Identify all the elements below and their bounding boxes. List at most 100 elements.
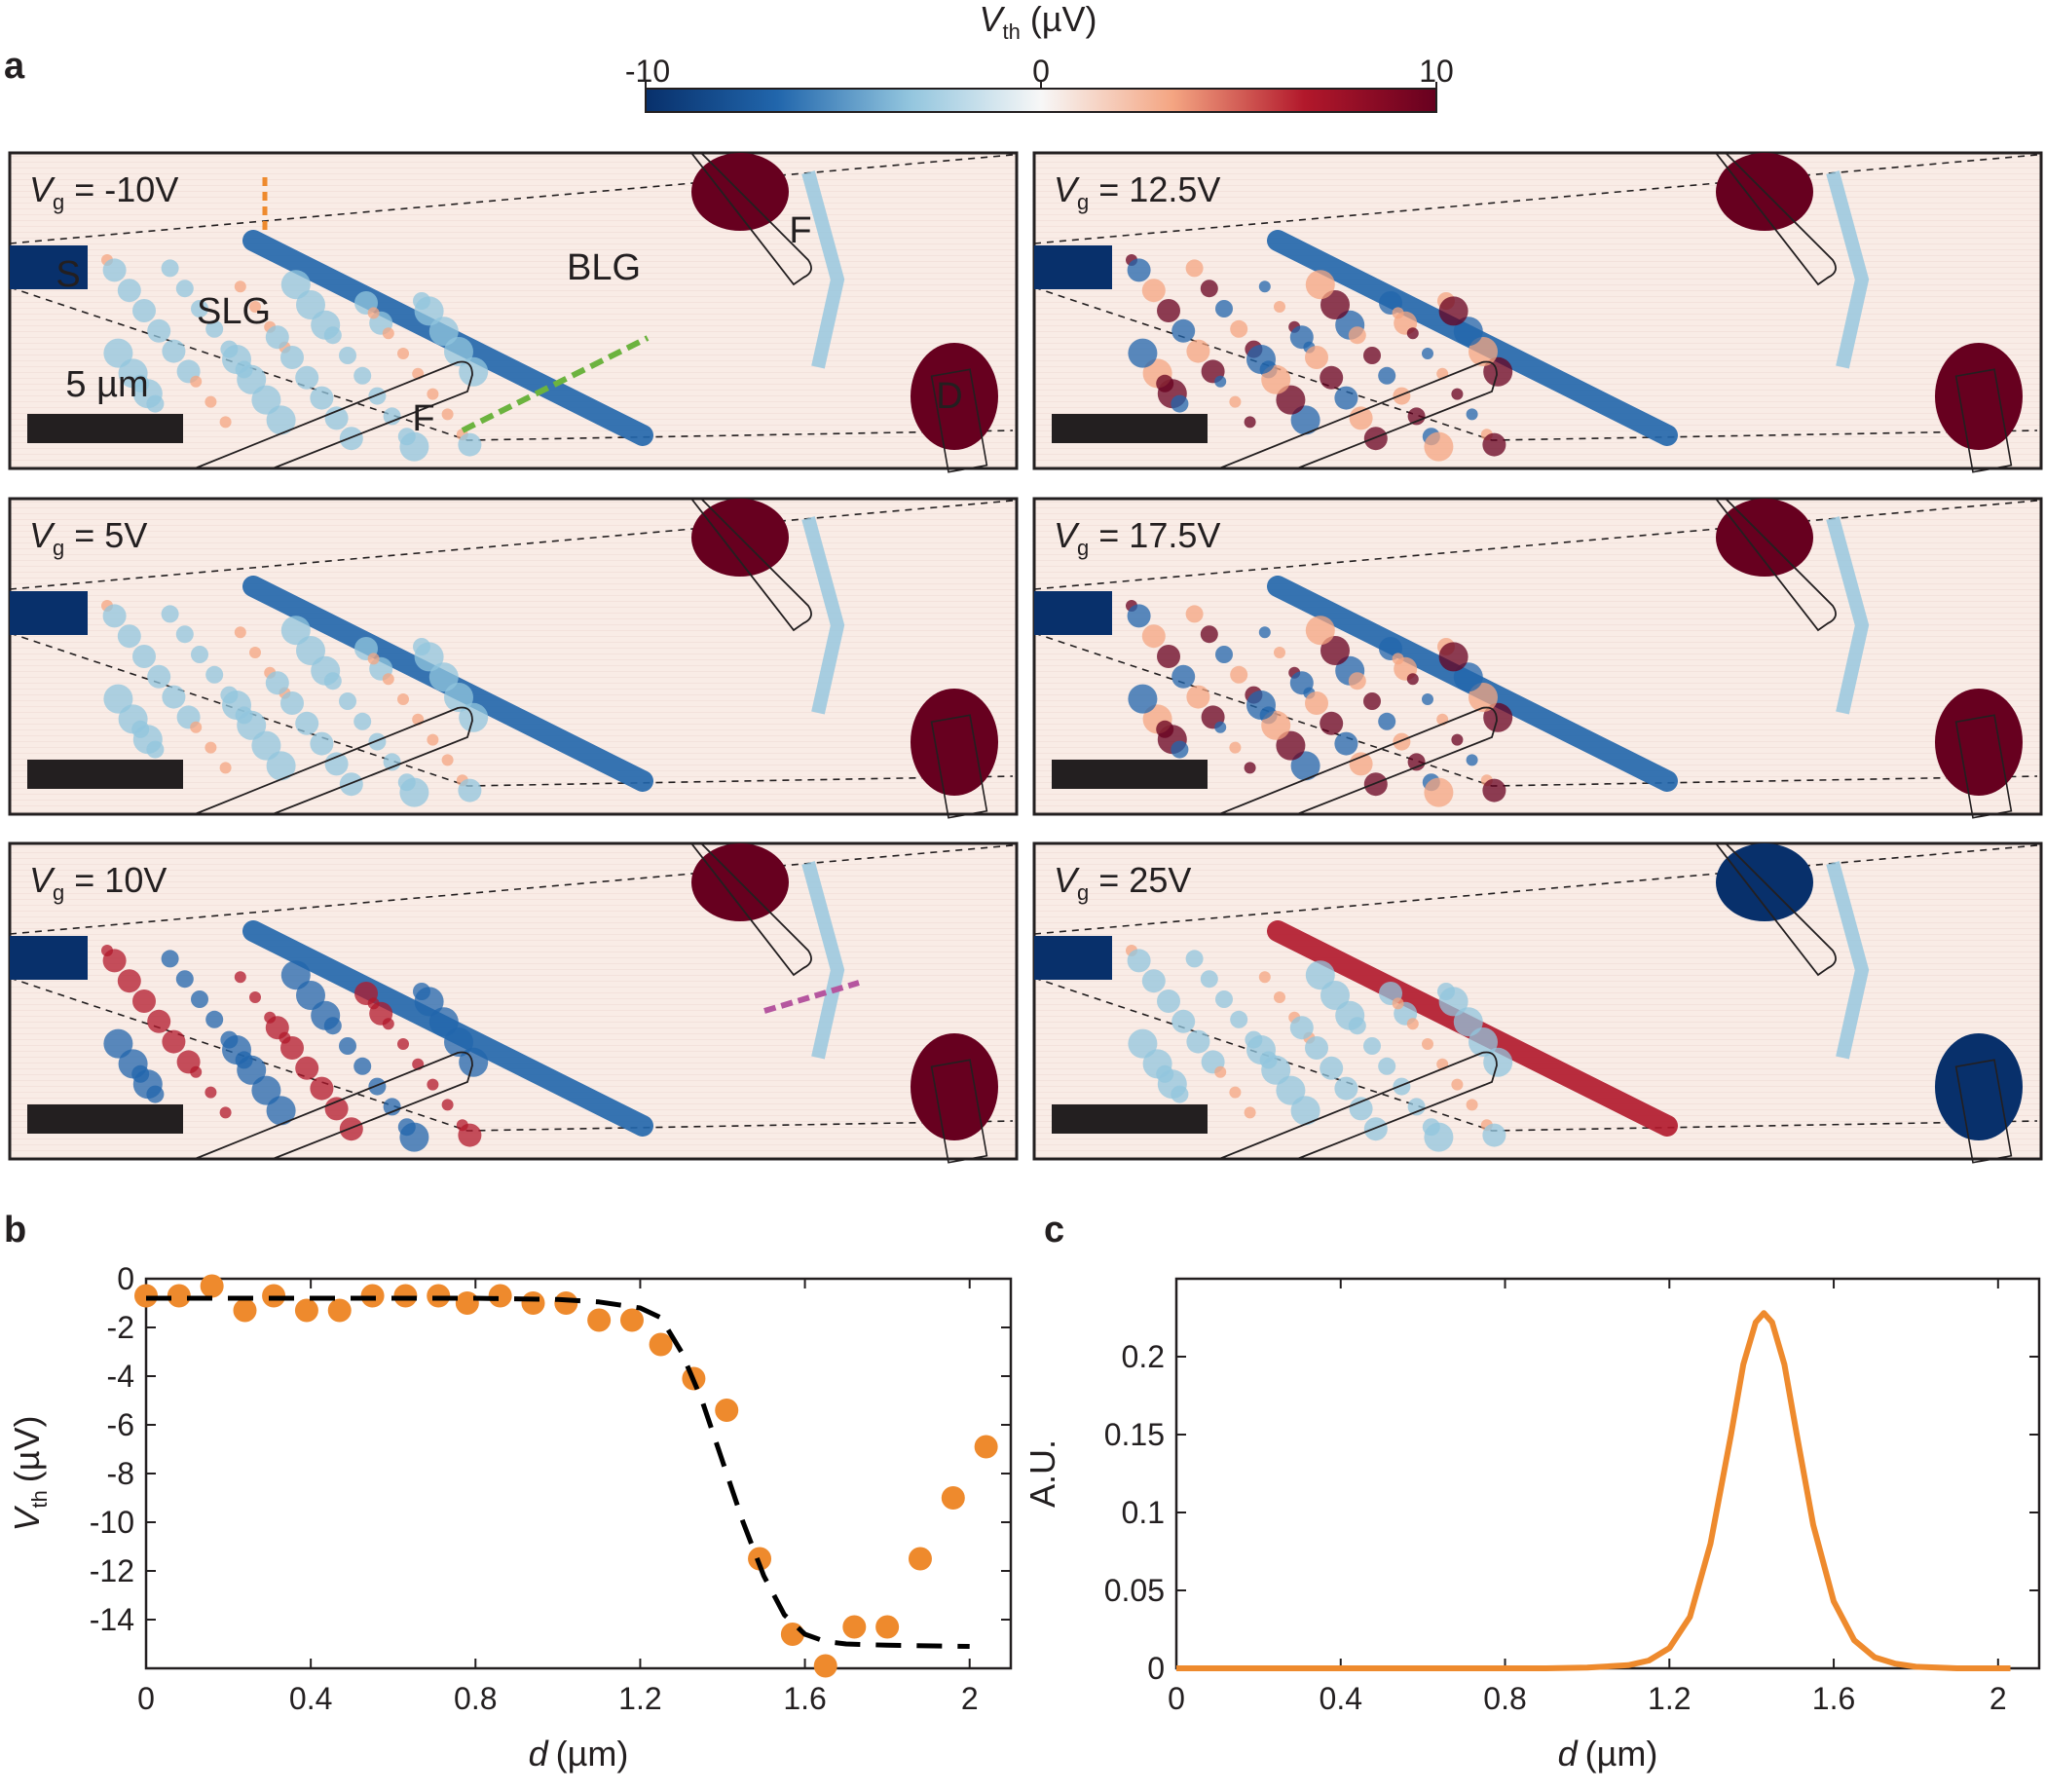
mottle-dot bbox=[280, 691, 304, 715]
flake-edge-top bbox=[1033, 500, 2038, 590]
mottle-dot bbox=[428, 662, 459, 692]
mottle-dot bbox=[234, 971, 246, 984]
mottle-dot bbox=[1246, 1035, 1276, 1064]
mottle-dot bbox=[1258, 626, 1271, 639]
mottle-dot bbox=[1141, 969, 1166, 993]
slg-mottle bbox=[101, 254, 489, 462]
mottle-dot bbox=[1141, 624, 1166, 649]
mottle-dot bbox=[428, 317, 459, 347]
mottle-dot bbox=[1289, 671, 1314, 695]
mottle-dot bbox=[397, 348, 409, 359]
mottle-dot bbox=[103, 684, 133, 714]
mottle-dot bbox=[131, 1064, 150, 1083]
mottle-dot bbox=[249, 991, 261, 1003]
mottle-dot bbox=[204, 741, 217, 754]
mottle-dot bbox=[1406, 673, 1419, 686]
mottle-dot bbox=[204, 395, 217, 408]
mottle-dot bbox=[324, 752, 349, 776]
mottle-dot bbox=[1483, 356, 1513, 387]
y-tick-label: 0.05 bbox=[1104, 1573, 1165, 1608]
mottle-dot bbox=[1290, 751, 1320, 781]
mottle-dot bbox=[1424, 431, 1454, 462]
mottle-dot bbox=[131, 374, 150, 392]
mottle-dot bbox=[219, 762, 232, 774]
scale-bar bbox=[27, 760, 183, 789]
mottle-dot bbox=[444, 1027, 473, 1057]
mottle-dot bbox=[1127, 258, 1151, 282]
source-contact bbox=[10, 245, 88, 289]
mottle-dot bbox=[1451, 733, 1464, 746]
mottle-dot bbox=[1274, 991, 1285, 1003]
mottle-dot bbox=[1246, 345, 1276, 374]
mottle-dot bbox=[117, 279, 141, 303]
mottle-dot bbox=[146, 394, 165, 413]
mottle-dot bbox=[1214, 721, 1227, 733]
hotspot-drain bbox=[911, 343, 998, 450]
mottle-dot bbox=[265, 1016, 289, 1040]
mottle-dot bbox=[1406, 1018, 1419, 1030]
mottle-dot bbox=[175, 625, 194, 644]
mottle-dot bbox=[339, 347, 356, 364]
mottle-dot bbox=[1334, 386, 1358, 410]
mottle-dot bbox=[296, 636, 325, 665]
mottle-dot bbox=[310, 1076, 334, 1101]
data-point bbox=[455, 1291, 479, 1315]
mottle-dot bbox=[1229, 1086, 1242, 1099]
mottle-dot bbox=[103, 1028, 133, 1059]
mottle-dot bbox=[222, 691, 251, 720]
mottle-dot bbox=[1482, 432, 1506, 457]
mottle-dot bbox=[1171, 1009, 1196, 1033]
mottle-dot bbox=[249, 301, 261, 313]
vg-label: Vg = 10V bbox=[29, 860, 167, 905]
mottle-dot bbox=[382, 673, 394, 686]
label-drain: D bbox=[936, 376, 962, 417]
mottle-dot bbox=[1156, 1064, 1174, 1083]
mottle-dot bbox=[1348, 1017, 1366, 1035]
mottle-dot bbox=[458, 778, 482, 803]
mottle-dot bbox=[1171, 740, 1189, 759]
mottle-dot bbox=[1453, 317, 1483, 347]
mottle-dot bbox=[1469, 683, 1498, 712]
scale-bar bbox=[1052, 414, 1208, 443]
mottle-dot bbox=[162, 339, 186, 363]
mottle-dot bbox=[1157, 989, 1180, 1013]
mottle-dot bbox=[1348, 672, 1366, 691]
mottle-dot bbox=[1229, 395, 1242, 408]
colorbar-title: Vth (µV) bbox=[979, 0, 1097, 44]
mottle-dot bbox=[1274, 647, 1285, 658]
mottle-dot bbox=[323, 672, 342, 691]
mottle-dot bbox=[1200, 625, 1218, 644]
mottle-dot bbox=[102, 604, 127, 628]
slg-mottle bbox=[1126, 945, 1513, 1152]
mottle-dot bbox=[117, 624, 141, 649]
mottle-dot bbox=[295, 365, 319, 390]
mottle-dot bbox=[1305, 346, 1328, 369]
mottle-dot bbox=[1451, 388, 1464, 400]
mottle-dot bbox=[1141, 279, 1166, 303]
mottle-dot bbox=[1276, 730, 1306, 761]
mottle-dot bbox=[459, 356, 489, 387]
blue-streak bbox=[801, 516, 845, 715]
panel-label-a: a bbox=[4, 46, 25, 87]
mottle-dot bbox=[324, 406, 349, 430]
mottle-dot bbox=[266, 1096, 296, 1126]
map-panel: Vg = 10V bbox=[8, 841, 1019, 1164]
mottle-dot bbox=[1363, 1037, 1381, 1055]
scale-bar bbox=[27, 1104, 183, 1134]
mottle-dot bbox=[190, 1065, 203, 1078]
mottle-dot bbox=[1349, 1097, 1373, 1121]
mottle-dot bbox=[1289, 1016, 1314, 1040]
mottle-dot bbox=[103, 338, 133, 368]
mottle-dot bbox=[1407, 1098, 1426, 1116]
mottle-dot bbox=[1378, 366, 1396, 385]
vg-label: Vg = 25V bbox=[1054, 860, 1191, 905]
mottle-dot bbox=[132, 989, 156, 1013]
mottle-dot bbox=[323, 1017, 342, 1035]
thermovoltage-maps: Vg = -10V S D F F SLG BLG 5 µm Vg = 12.5V Vg = 5V… bbox=[8, 151, 2043, 1164]
electrode-drain-outline bbox=[1954, 368, 2013, 473]
mottle-dot bbox=[1214, 1065, 1227, 1078]
mottle-dot bbox=[1466, 408, 1478, 421]
mottle-dot bbox=[1289, 325, 1314, 350]
mottle-dot bbox=[1157, 645, 1180, 668]
